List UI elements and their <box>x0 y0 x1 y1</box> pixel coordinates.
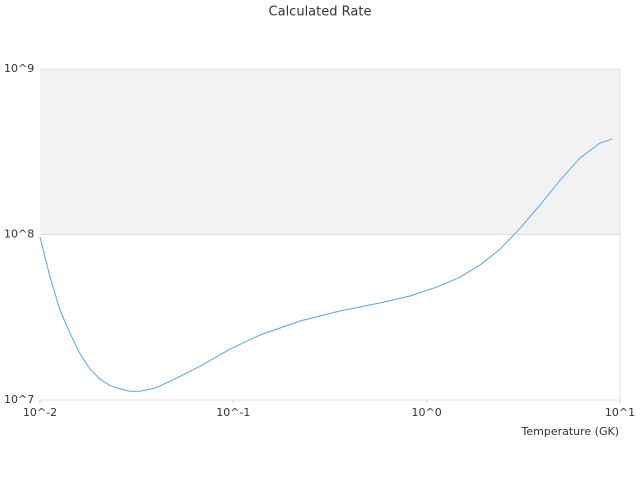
x-tick-label: 10^-1 <box>216 406 250 419</box>
chart-title: Calculated Rate <box>269 5 372 20</box>
y-tick-label: 10^8 <box>4 228 34 241</box>
x-tick-label: 10^1 <box>605 406 635 419</box>
x-axis-label: Temperature (GK) <box>521 425 620 438</box>
x-tick-label: 10^-2 <box>23 406 57 419</box>
x-tick-label: 10^0 <box>412 406 442 419</box>
y-tick-label: 10^9 <box>4 62 34 75</box>
line-series <box>39 138 613 392</box>
y-tick-label: 10^7 <box>4 393 34 406</box>
plot-band <box>40 69 620 235</box>
